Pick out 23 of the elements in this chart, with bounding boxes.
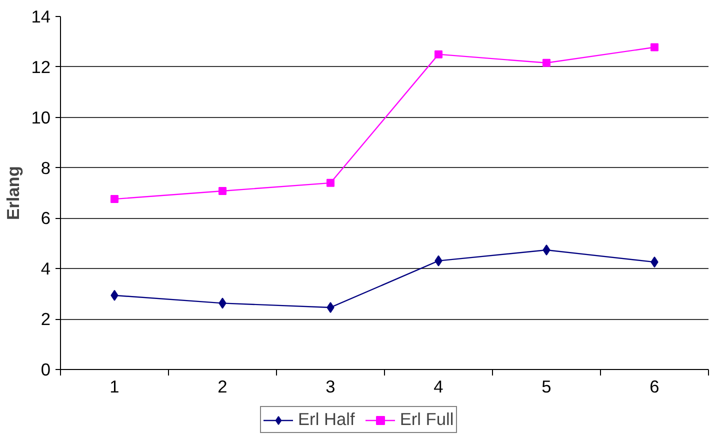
y-tick-label: 0 bbox=[40, 360, 51, 380]
x-tick-label: 2 bbox=[218, 376, 228, 396]
x-tick-label: 5 bbox=[542, 376, 552, 396]
y-tick-label: 14 bbox=[31, 6, 51, 26]
y-axis-title: Erlang bbox=[3, 166, 24, 220]
x-tick-label: 3 bbox=[326, 376, 336, 396]
legend-label: Erl Half bbox=[298, 409, 355, 430]
x-tick-label: 4 bbox=[434, 376, 444, 396]
y-tick-label: 6 bbox=[40, 208, 51, 228]
point bbox=[434, 50, 442, 58]
y-tick-label: 12 bbox=[31, 56, 51, 77]
point bbox=[218, 186, 226, 195]
y-tick-label: 2 bbox=[40, 309, 51, 330]
y-tick-label: 10 bbox=[31, 107, 51, 128]
x-tick-label: 1 bbox=[110, 376, 120, 396]
point bbox=[110, 195, 118, 204]
y-tick-label: 4 bbox=[40, 258, 51, 279]
x-tick-label: 6 bbox=[650, 376, 660, 396]
legend-label: Erl Full bbox=[400, 409, 454, 430]
point bbox=[326, 178, 334, 187]
y-tick-label: 8 bbox=[40, 158, 51, 178]
point bbox=[650, 43, 658, 52]
point bbox=[542, 58, 550, 67]
